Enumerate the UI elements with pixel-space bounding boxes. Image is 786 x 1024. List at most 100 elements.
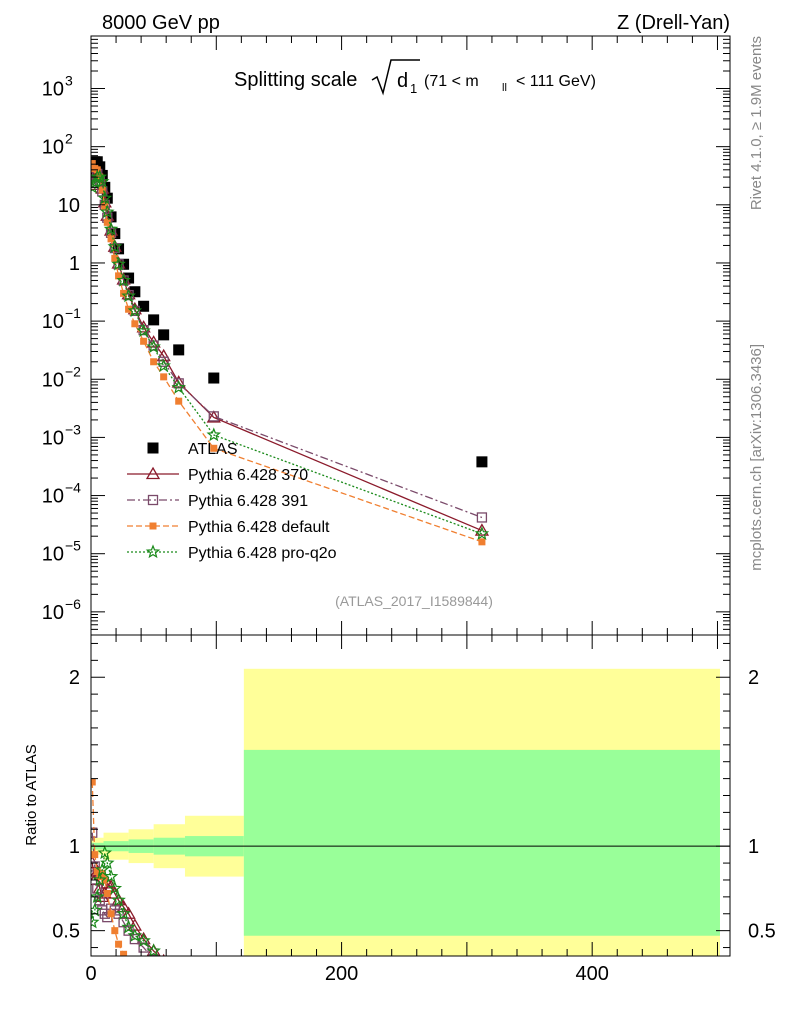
data-point	[474, 526, 490, 540]
svg-text:−5: −5	[65, 538, 81, 554]
legend-label: Pythia 6.428 391	[188, 493, 308, 510]
svg-text:10: 10	[42, 311, 64, 333]
y-tick-label: 10 −3	[42, 421, 81, 449]
ratio-point	[91, 778, 96, 786]
ratio-point	[98, 869, 106, 877]
ratio-y-tick-label-right: 1	[748, 836, 759, 858]
data-point	[111, 254, 119, 262]
ratio-point	[125, 961, 132, 968]
y-tick-label: 10 −4	[42, 480, 81, 508]
data-point	[121, 288, 136, 303]
legend-marker	[147, 442, 159, 454]
data-point	[101, 202, 109, 210]
ratio-y-axis: 0.5 0.5 1 1 2 2	[52, 642, 776, 949]
data-point	[175, 397, 183, 405]
data-point	[97, 190, 113, 205]
title-range-suffix: < 111 GeV)	[516, 73, 596, 90]
title-range-prefix: (71 < m	[424, 73, 479, 90]
main-plot-frame	[90, 35, 731, 636]
y-tick-label: 1	[69, 253, 80, 275]
ratio-point	[107, 880, 123, 895]
data-point	[129, 286, 141, 298]
rivet-label: Rivet 4.1.0, ≥ 1.9M events	[748, 36, 765, 210]
svg-text:10: 10	[42, 544, 64, 566]
ratio-point	[123, 925, 134, 936]
ratio-y-tick-label-right: 0.5	[748, 921, 776, 943]
data-point	[95, 174, 110, 188]
data-point	[107, 235, 115, 243]
main-plot-series	[91, 156, 490, 546]
legend-marker	[145, 466, 161, 480]
ratio-point	[146, 943, 161, 956]
ratio-point	[111, 927, 119, 935]
legend-entry: Pythia 6.428 default	[127, 519, 330, 536]
data-point	[150, 358, 158, 366]
ratio-point	[127, 928, 143, 942]
data-point	[146, 339, 161, 354]
legend-marker	[149, 522, 157, 530]
series-3	[91, 159, 486, 546]
ratio-series-3	[91, 845, 161, 956]
y-tick-label: 10 2	[42, 131, 73, 159]
data-point	[208, 372, 220, 384]
data-point	[116, 272, 131, 287]
title-range-sub: ll	[502, 82, 507, 94]
data-point	[115, 272, 123, 280]
ratio-point	[91, 827, 98, 838]
data-point	[156, 358, 171, 373]
ratio-point	[111, 892, 126, 907]
y-tick-label: 10 −5	[42, 538, 81, 566]
x-tick-label: 400	[575, 963, 608, 985]
data-point	[210, 444, 218, 452]
ratio-point	[103, 889, 111, 897]
ratio-y-tick-label-left: 2	[69, 667, 80, 689]
data-point	[476, 456, 488, 468]
process-label: Z (Drell-Yan)	[617, 12, 730, 34]
ratio-point	[121, 919, 136, 934]
y-tick-label: 10 −1	[42, 305, 81, 333]
data-point	[206, 427, 222, 442]
data-point	[101, 192, 113, 204]
ratio-point	[107, 910, 115, 918]
ratio-point	[91, 902, 103, 917]
ratio-uncertainty-bands	[91, 668, 730, 956]
ratio-point	[97, 845, 113, 860]
data-point	[136, 320, 151, 333]
legend-entry: Pythia 6.428 391	[127, 493, 308, 510]
legend-entry: ATLAS	[147, 441, 238, 458]
ratio-point	[91, 889, 105, 904]
ratio-point	[111, 892, 126, 906]
ratio-point	[148, 954, 159, 956]
data-point	[120, 289, 128, 297]
data-point	[158, 329, 170, 341]
legend-label: ATLAS	[188, 441, 238, 458]
ratio-point	[92, 872, 108, 887]
ratio-series-2	[91, 778, 132, 968]
title-symbol: d	[397, 70, 408, 92]
data-point	[103, 218, 111, 226]
y-tick-label: 10 −6	[42, 596, 81, 624]
ratio-point	[115, 940, 123, 948]
svg-text:10: 10	[42, 79, 64, 101]
data-point	[91, 159, 96, 167]
svg-text:10: 10	[42, 369, 64, 391]
legend-entry: Pythia 6.428 370	[127, 466, 308, 484]
legend-label: Pythia 6.428 default	[188, 519, 330, 536]
ratio-y-axis-label: Ratio to ATLAS	[23, 744, 40, 845]
legend-entry: Pythia 6.428 pro-q2o	[127, 544, 337, 562]
data-point	[103, 221, 119, 236]
title-symbol-sub: 1	[410, 81, 417, 96]
legend-marker	[147, 494, 159, 506]
data-point	[474, 523, 490, 536]
svg-text:−3: −3	[65, 421, 81, 437]
svg-text:10: 10	[42, 486, 64, 508]
y-tick-label: 10 3	[42, 73, 73, 101]
data-point	[148, 314, 160, 326]
data-point	[98, 186, 106, 194]
y-tick-label: 10 −2	[42, 363, 81, 391]
ratio-y-tick-label-left: 0.5	[52, 921, 80, 943]
data-point	[171, 379, 186, 394]
sqrt-sign-icon	[371, 59, 420, 96]
legend-label: Pythia 6.428 370	[188, 467, 308, 484]
